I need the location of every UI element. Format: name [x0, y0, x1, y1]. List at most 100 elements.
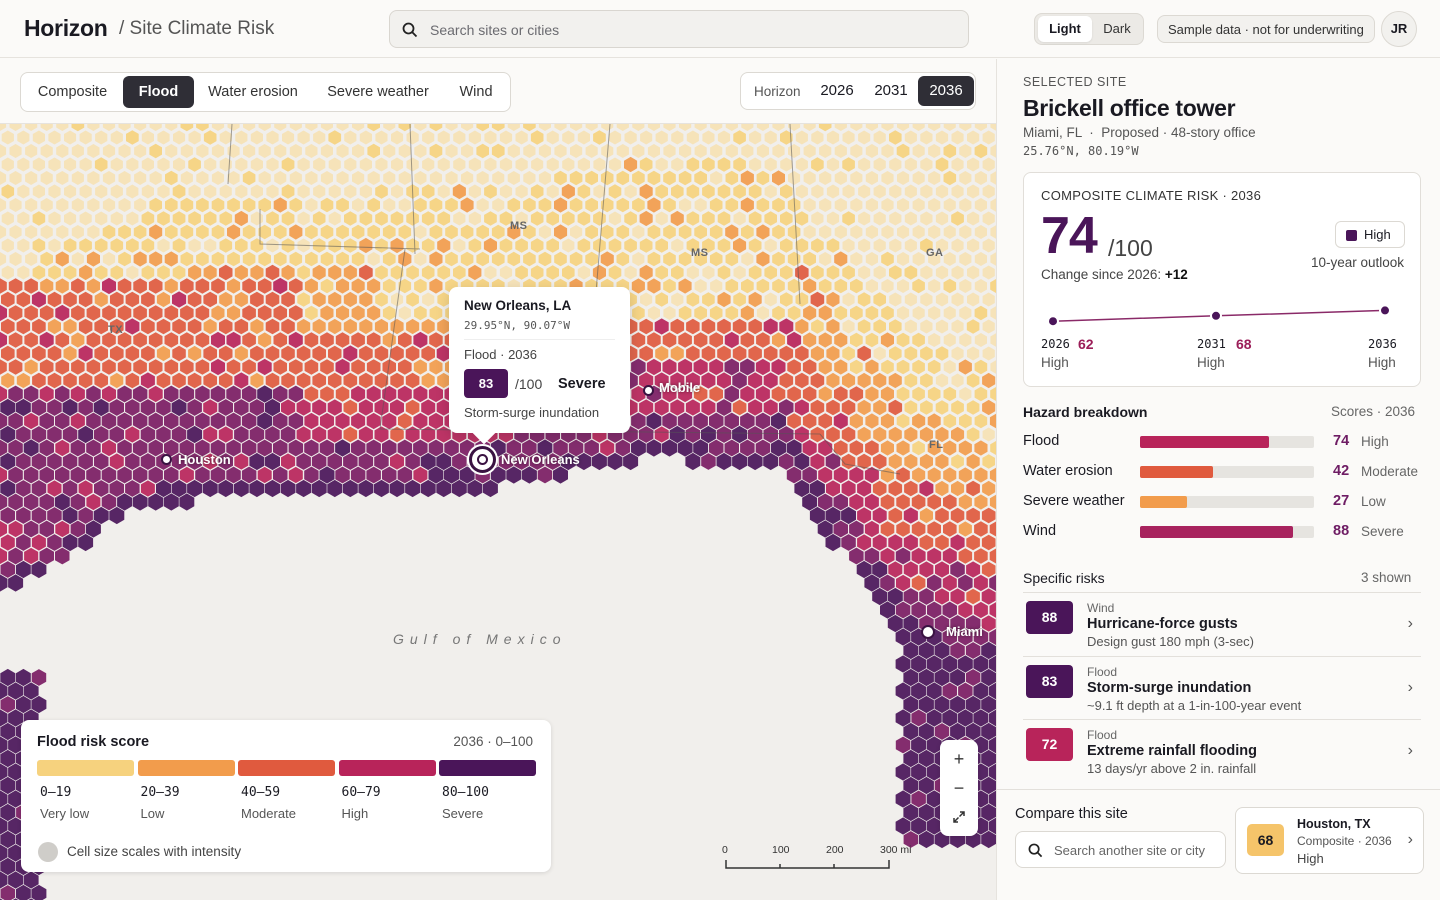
hazard-score: 27 — [1333, 493, 1350, 509]
brand-logo[interactable]: Horizon — [24, 15, 108, 41]
risk-description: ~9.1 ft depth at a 1-in-100-year event — [1087, 697, 1302, 713]
timeline-score: 68 — [1236, 336, 1252, 352]
state-borders — [227, 124, 901, 475]
specific-risk-row[interactable]: 88 Wind Hurricane-force gusts Design gust 1… — [1023, 592, 1421, 655]
hazard-bar — [1140, 466, 1314, 478]
zoom-out-button[interactable]: − — [953, 778, 965, 798]
tab-flood[interactable]: Flood — [123, 76, 194, 108]
legend-swatch — [37, 760, 134, 776]
fullscreen-button[interactable] — [940, 802, 978, 832]
hazard-name: Water erosion — [1023, 463, 1113, 479]
scale-tick: 0 — [722, 844, 728, 856]
legend-range-label: 80–100 — [442, 785, 489, 800]
legend-level-label: Low — [140, 806, 165, 821]
timeline-score: 62 — [1078, 336, 1094, 352]
search-input[interactable]: Search sites or cities — [430, 22, 560, 38]
year-2026[interactable]: 2026 — [820, 82, 854, 99]
tooltip-score-badge: 83 — [464, 369, 508, 398]
specific-risks-title: Specific risks — [1023, 570, 1105, 586]
site-search[interactable]: Search sites or cities — [389, 10, 969, 48]
tooltip-hazard: Flood · 2036 — [464, 347, 537, 362]
specific-risk-row[interactable]: 72 Flood Extreme rainfall flooding 13 days/… — [1023, 719, 1421, 782]
year-2031[interactable]: 2031 — [874, 82, 908, 99]
user-avatar[interactable]: JR — [1381, 11, 1417, 47]
state-label: MS — [691, 247, 709, 259]
change-since: Change since 2026: +12 — [1041, 267, 1188, 282]
city-marker-miami[interactable] — [921, 625, 935, 639]
hex-map[interactable] — [0, 124, 996, 900]
risk-name: Storm-surge inundation — [1087, 679, 1252, 696]
hazard-name: Flood — [1023, 433, 1060, 449]
risk-description: Design gust 180 mph (3-sec) — [1087, 634, 1254, 649]
specific-risk-row[interactable]: 83 Flood Storm-surge inundation ~9.1 ft dep… — [1023, 655, 1421, 719]
level-text: High — [1364, 227, 1391, 242]
compare-site-card[interactable]: 68 Houston, TX Composite · 2036 High › — [1235, 807, 1424, 874]
risk-name: Extreme rainfall flooding — [1087, 743, 1257, 759]
compare-search[interactable]: Search another site or city — [1015, 831, 1226, 868]
city-marker-mobile[interactable] — [643, 385, 654, 396]
sample-data-badge: Sample data · not for underwriting — [1157, 15, 1375, 43]
composite-score: 74 — [1041, 207, 1098, 265]
compare-search-input[interactable]: Search another site or city — [1054, 843, 1206, 858]
risk-name: Hurricane-force gusts — [1087, 616, 1238, 632]
hazard-bar — [1140, 496, 1314, 508]
hazard-level: High — [1361, 434, 1389, 449]
scale-tick: 200 — [826, 844, 844, 856]
tooltip-divider — [464, 339, 615, 340]
timeline-year: 2036 — [1368, 337, 1397, 351]
year-2036[interactable]: 2036 — [918, 76, 974, 106]
legend-level-label: Severe — [442, 806, 484, 821]
tab-water-erosion[interactable]: Water erosion — [208, 84, 298, 100]
compare-score-badge: 68 — [1247, 824, 1284, 856]
map-area[interactable]: Composite Flood Water erosion Severe wea… — [0, 59, 996, 900]
zoom-in-button[interactable]: + — [953, 749, 965, 769]
theme-dark-button[interactable]: Dark — [1103, 21, 1131, 36]
scale-bar: 0 100 200 300 mi — [722, 844, 922, 874]
city-marker-houston[interactable] — [161, 454, 172, 465]
specific-risks-count: 3 shown — [1361, 570, 1412, 585]
city-label-mobile[interactable]: Mobile — [659, 380, 701, 395]
city-label-miami[interactable]: Miami — [946, 624, 983, 639]
timeline-level: High — [1197, 355, 1225, 370]
hazard-score: 88 — [1333, 523, 1350, 539]
hazard-level: Moderate — [1361, 464, 1419, 479]
tab-severe-weather[interactable]: Severe weather — [327, 84, 429, 100]
legend-level-label: Moderate — [241, 806, 296, 821]
timeline-year: 2026 — [1041, 337, 1070, 351]
app-header: Horizon / Site Climate Risk Search sites… — [0, 0, 1440, 58]
selected-city-marker[interactable] — [469, 446, 496, 473]
tab-wind[interactable]: Wind — [459, 84, 493, 100]
city-label-houston[interactable]: Houston — [178, 452, 231, 467]
legend-note: Cell size scales with intensity — [67, 844, 242, 859]
theme-light-button[interactable]: Light — [1038, 16, 1092, 42]
hazard-bar — [1140, 526, 1314, 538]
city-label-new-orleans[interactable]: New Orleans — [501, 452, 580, 467]
state-label: TX — [108, 324, 124, 336]
scale-tick: 300 mi — [880, 844, 912, 856]
hazard-bar-fill — [1140, 436, 1269, 448]
hazard-name: Wind — [1023, 523, 1057, 539]
map-legend: Flood risk score 2036 · 0–100 0–19 Very l… — [21, 720, 551, 872]
layer-tabs: Composite Flood Water erosion Severe wea… — [20, 72, 511, 112]
timeline-year: 2031 — [1197, 337, 1226, 351]
scale-ruler — [725, 860, 890, 869]
compare-city: Houston, TX — [1297, 817, 1371, 831]
composite-risk-card: COMPOSITE CLIMATE RISK · 2036 74 /100 Ch… — [1023, 172, 1421, 387]
scale-tick: 100 — [772, 844, 790, 856]
chevron-right-icon: › — [1407, 742, 1413, 759]
legend-level-label: Very low — [40, 806, 90, 821]
tab-composite[interactable]: Composite — [37, 84, 108, 100]
legend-level-label: High — [341, 806, 369, 821]
horizon-selector: Horizon 2026 2031 2036 — [740, 72, 976, 110]
risk-category: Flood — [1087, 664, 1118, 679]
risk-score-badge: 72 — [1026, 728, 1073, 761]
cell-size-icon — [38, 842, 58, 862]
composite-title: COMPOSITE CLIMATE RISK · 2036 — [1041, 188, 1262, 203]
breadcrumb: / Site Climate Risk — [119, 18, 275, 39]
change-label: Change since 2026: — [1041, 267, 1162, 282]
timeline-level: High — [1368, 355, 1396, 370]
legend-title: Flood risk score — [37, 734, 150, 750]
search-icon — [1028, 843, 1043, 858]
trend-point — [1047, 315, 1059, 328]
state-label: FL — [929, 439, 944, 451]
